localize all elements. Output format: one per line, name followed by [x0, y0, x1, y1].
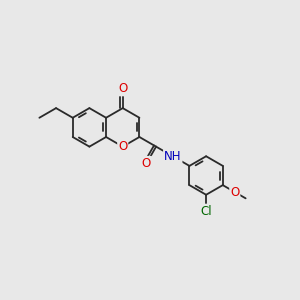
Text: O: O	[230, 186, 239, 199]
Text: NH: NH	[164, 150, 182, 163]
Text: O: O	[118, 140, 128, 153]
Text: O: O	[142, 157, 151, 170]
Text: O: O	[118, 82, 128, 95]
Text: Cl: Cl	[200, 205, 212, 218]
